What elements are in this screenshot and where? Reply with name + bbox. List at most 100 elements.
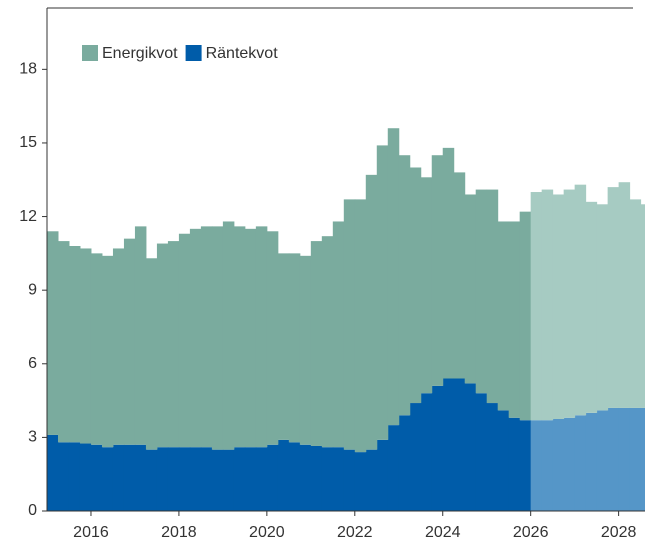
area-step [343,199,356,450]
area-step [145,258,158,450]
area-step [101,255,114,448]
area-step [310,445,323,511]
area-step [530,420,543,511]
area-step [398,415,411,511]
area-step [464,383,477,511]
area-step [607,407,620,511]
area-step [431,155,444,386]
area-step [618,407,631,511]
area-step [420,177,433,394]
y-tick-label: 0 [28,502,37,519]
area-step [167,447,180,511]
area-step [453,172,466,379]
area-step [629,407,642,511]
area-step [585,201,598,413]
area-step [376,145,389,440]
area-step [68,442,81,511]
area-step [442,147,455,379]
area-step [189,228,202,448]
area-step [497,221,510,411]
area-step [519,420,532,511]
area-step [178,233,191,448]
area-step [266,444,279,511]
area-step [79,248,92,444]
area-step [376,439,389,511]
area-step [123,238,136,445]
area-step [101,447,114,511]
area-step [354,199,367,453]
area-step [299,255,312,445]
area-step [288,253,301,443]
area-step [596,204,609,411]
area-step [321,236,334,448]
x-tick-label: 2016 [73,524,109,541]
area-step [552,194,565,419]
x-tick-label: 2026 [513,524,549,541]
area-step [79,443,92,511]
area-step [112,248,125,445]
y-tick-label: 12 [19,208,37,225]
area-step [431,385,444,511]
area-step [310,241,323,446]
area-step [640,204,645,408]
y-tick-label: 6 [28,355,37,372]
area-step [244,447,257,511]
area-step [574,184,587,416]
area-step [222,449,235,511]
area-step [57,442,70,511]
area-step [288,442,301,511]
area-step [189,447,202,511]
area-step [255,447,268,511]
area-step [211,449,224,511]
area-step [629,199,642,408]
area-step [112,444,125,511]
area-step [90,253,103,445]
x-tick-label: 2024 [425,524,461,541]
legend-swatch [82,45,98,61]
area-step [475,189,488,394]
area-step [574,415,587,511]
area-step [519,211,532,421]
area-step [266,231,279,445]
area-step [541,420,554,511]
area-step [486,403,499,511]
area-step [233,447,246,511]
area-step [156,243,169,448]
area-step [321,447,334,511]
area-step [134,226,147,445]
area-step [563,417,576,511]
area-step [387,128,400,426]
area-step [123,444,136,511]
x-tick-label: 2018 [161,524,197,541]
area-step [156,447,169,511]
area-step [409,403,422,511]
x-tick-label: 2028 [601,524,637,541]
area-step [464,194,477,384]
area-step [618,182,631,408]
area-step [607,187,620,408]
area-step [332,221,345,448]
x-tick-label: 2020 [249,524,285,541]
area-step [134,444,147,511]
plot-area [47,128,645,511]
y-tick-label: 3 [28,429,37,446]
area-step [541,189,554,421]
area-step [486,189,499,404]
area-step [398,155,411,416]
x-tick-label: 2022 [337,524,373,541]
area-step [233,226,246,448]
legend-label: Energikvot [102,45,178,62]
y-tick-label: 18 [19,61,37,78]
area-step [387,425,400,511]
area-step [508,221,521,418]
area-step [563,189,576,418]
area-step [508,417,521,511]
area-step [244,228,257,448]
area-step [365,174,378,450]
area-step [365,449,378,511]
area-step [145,449,158,511]
legend-label: Räntekvot [206,45,279,62]
area-step [200,226,213,448]
area-step [332,447,345,511]
